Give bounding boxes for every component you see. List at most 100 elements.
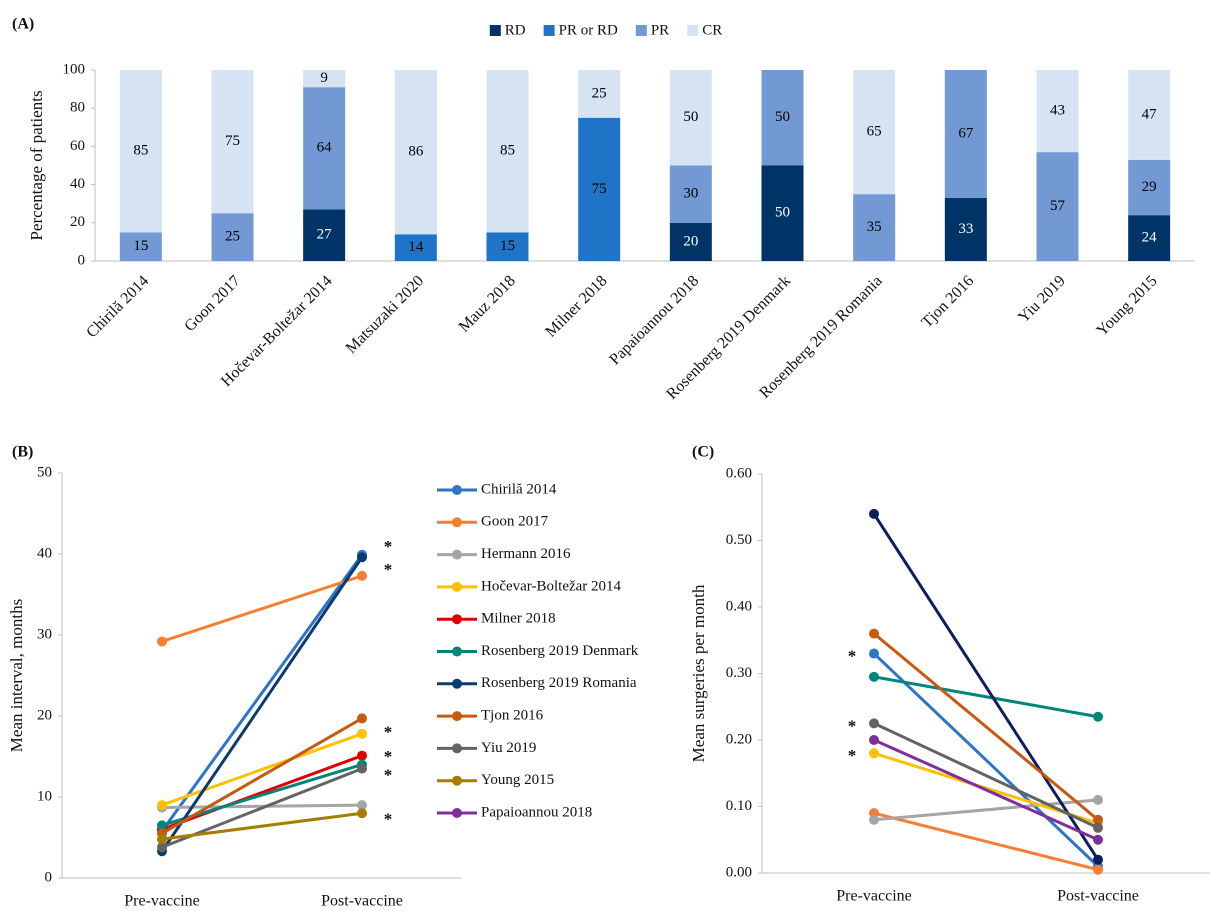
x-tick-label: Yiu 2019 bbox=[1015, 272, 1069, 326]
series-line bbox=[161, 574, 363, 643]
bar-segment bbox=[1128, 215, 1171, 261]
data-label: 35 bbox=[867, 219, 882, 235]
x-tick-label: Mauz 2018 bbox=[456, 272, 519, 335]
data-label: 65 bbox=[867, 124, 882, 140]
point bbox=[357, 763, 367, 774]
series-line bbox=[872, 652, 1100, 868]
x-tick-label: Tjon 2016 bbox=[918, 272, 977, 331]
y-axis-label: Mean surgeries per month bbox=[689, 584, 708, 762]
annotation: * bbox=[384, 809, 393, 828]
point bbox=[869, 814, 879, 825]
x-tick-label: Young 2015 bbox=[1093, 272, 1160, 339]
legend-label: RD bbox=[505, 22, 526, 38]
data-label: 57 bbox=[1050, 198, 1066, 214]
annotation: * bbox=[848, 716, 857, 735]
point bbox=[869, 508, 879, 519]
series-line bbox=[873, 722, 1099, 830]
legend-label: Young 2015 bbox=[481, 772, 554, 788]
bar-segment bbox=[853, 194, 896, 261]
y-tick-label: 0 bbox=[78, 252, 86, 268]
x-tick-label: Matsuzaki 2020 bbox=[343, 272, 428, 357]
x-tick-label: Pre-vaccine bbox=[124, 893, 200, 910]
point bbox=[357, 728, 367, 739]
bar-segment bbox=[119, 70, 162, 233]
point bbox=[157, 800, 167, 811]
legend-label: Yiu 2019 bbox=[481, 740, 536, 756]
bar-segment bbox=[303, 70, 346, 88]
bar-segment bbox=[394, 234, 437, 261]
legend-marker bbox=[452, 614, 462, 625]
y-tick-label: 0.10 bbox=[726, 798, 752, 814]
legend-label: Rosenberg 2019 Romania bbox=[481, 675, 637, 691]
bar-segment bbox=[1036, 70, 1079, 153]
legend-marker bbox=[452, 646, 462, 657]
point bbox=[157, 820, 167, 831]
y-tick-label: 60 bbox=[70, 138, 85, 154]
legend-marker bbox=[452, 549, 462, 560]
panel-label: (B) bbox=[12, 444, 33, 461]
point bbox=[869, 648, 879, 659]
bar-segment bbox=[761, 165, 804, 261]
point bbox=[1093, 854, 1103, 865]
y-axis-label: Mean interval, months bbox=[7, 599, 26, 752]
bar-segment bbox=[944, 70, 987, 198]
annotation: * bbox=[384, 723, 393, 742]
data-label: 20 bbox=[683, 233, 698, 249]
bar-segment bbox=[669, 70, 712, 166]
series-line bbox=[161, 811, 363, 841]
bar-segment bbox=[578, 70, 621, 118]
data-label: 85 bbox=[133, 143, 148, 159]
bar-segment bbox=[669, 222, 712, 261]
data-label: 47 bbox=[1142, 106, 1158, 122]
legend-marker bbox=[452, 517, 462, 528]
series-line bbox=[873, 632, 1099, 821]
point bbox=[1093, 814, 1103, 825]
bar-segment bbox=[119, 232, 162, 261]
point bbox=[869, 735, 879, 745]
y-tick-label: 20 bbox=[37, 707, 52, 723]
legend-label: Hočevar-Boltežar 2014 bbox=[481, 578, 622, 594]
legend-label: Papaioannou 2018 bbox=[481, 804, 592, 820]
y-tick-label: 40 bbox=[37, 545, 52, 561]
legend-label: Tjon 2016 bbox=[481, 708, 544, 724]
legend-swatch bbox=[543, 25, 555, 36]
data-label: 29 bbox=[1142, 179, 1157, 195]
data-label: 85 bbox=[500, 143, 515, 159]
legend-swatch bbox=[635, 25, 647, 36]
point bbox=[1093, 794, 1103, 805]
legend-marker bbox=[452, 711, 462, 722]
bar-segment bbox=[211, 70, 254, 214]
series-line bbox=[161, 717, 363, 835]
y-tick-label: 10 bbox=[37, 788, 52, 804]
data-label: 25 bbox=[592, 85, 607, 101]
point bbox=[1093, 864, 1103, 875]
legend-marker bbox=[452, 581, 462, 592]
legend-swatch bbox=[489, 25, 501, 36]
point bbox=[357, 570, 367, 581]
legend-marker bbox=[452, 743, 462, 754]
series-line bbox=[161, 732, 363, 807]
data-label: 27 bbox=[317, 227, 333, 243]
series-line bbox=[873, 738, 1099, 842]
y-tick-label: 100 bbox=[63, 61, 86, 77]
point bbox=[357, 750, 367, 761]
y-tick-label: 40 bbox=[70, 176, 85, 192]
annotation: * bbox=[848, 646, 857, 665]
data-label: 14 bbox=[408, 239, 424, 255]
series-line bbox=[160, 553, 364, 832]
x-tick-label: Milner 2018 bbox=[542, 272, 610, 340]
point bbox=[357, 713, 367, 724]
bar-segment bbox=[853, 70, 896, 195]
legend-label: PR or RD bbox=[559, 22, 618, 38]
data-label: 24 bbox=[1142, 230, 1158, 246]
data-label: 50 bbox=[683, 109, 698, 125]
point bbox=[157, 834, 167, 845]
point bbox=[157, 636, 167, 647]
bar-segment bbox=[1036, 152, 1079, 261]
bar-segment bbox=[944, 197, 987, 261]
data-label: 75 bbox=[225, 133, 240, 149]
data-label: 50 bbox=[775, 205, 790, 221]
data-label: 43 bbox=[1050, 103, 1065, 119]
point bbox=[1093, 711, 1103, 722]
x-tick-label: Chirilă 2014 bbox=[83, 272, 152, 341]
